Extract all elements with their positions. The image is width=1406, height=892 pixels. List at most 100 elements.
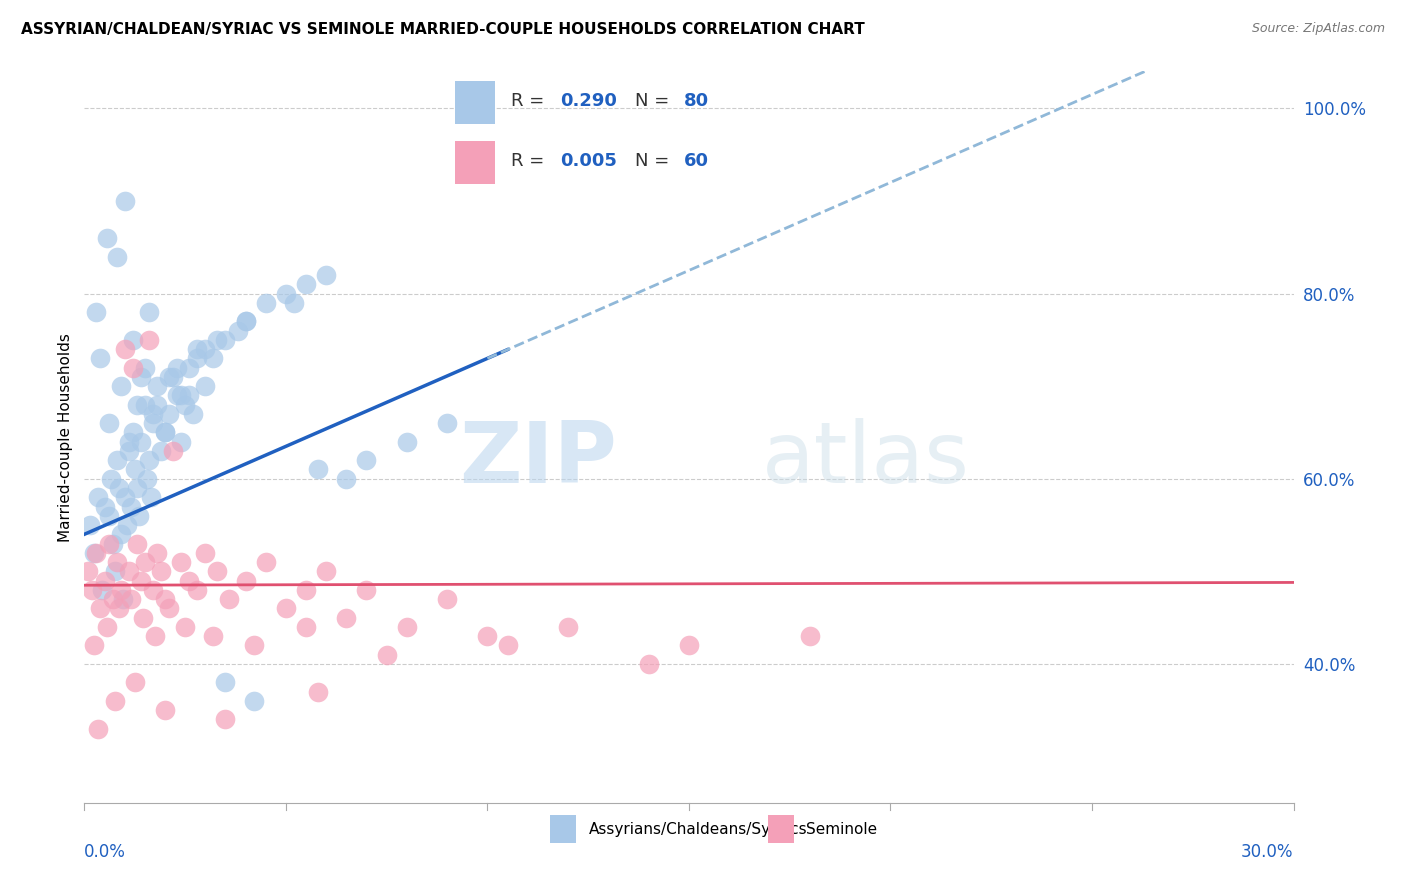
Point (214, 713, 236, 727)
Point (146, 546, 169, 560)
Point (114, 342, 136, 356)
Point (242, 694, 264, 708)
Point (93, 500, 115, 514)
Point (678, 639, 700, 653)
Point (135, 472, 157, 486)
Point (295, 277, 318, 292)
Point (202, 629, 225, 643)
Point (207, 565, 229, 579)
Point (274, 601, 297, 615)
Point (118, 434, 141, 449)
Point (174, 620, 197, 634)
Point (179, 360, 201, 375)
Text: 0.0%: 0.0% (84, 843, 127, 861)
Text: 0.005: 0.005 (561, 153, 617, 170)
Point (315, 565, 337, 579)
Point (162, 370, 184, 384)
Point (105, 250, 128, 264)
Point (799, 629, 821, 643)
Point (153, 425, 176, 440)
Point (91, 582, 114, 597)
Point (129, 434, 152, 449)
Point (207, 333, 229, 347)
Point (153, 425, 176, 440)
FancyBboxPatch shape (768, 815, 794, 843)
Point (121, 360, 143, 375)
Point (138, 453, 160, 467)
Point (86, 305, 108, 319)
Point (110, 379, 132, 393)
Point (124, 675, 146, 690)
Point (83, 546, 105, 560)
Point (111, 592, 134, 607)
Point (186, 582, 208, 597)
Point (157, 601, 180, 615)
Point (395, 620, 418, 634)
Point (194, 379, 217, 393)
Point (82, 582, 104, 597)
Point (356, 453, 378, 467)
Point (254, 555, 277, 569)
Point (149, 444, 172, 458)
Point (118, 565, 141, 579)
Point (87, 722, 110, 736)
Point (115, 518, 138, 533)
Text: N =: N = (634, 93, 675, 111)
Point (170, 388, 193, 402)
Point (186, 342, 208, 356)
Point (436, 416, 458, 430)
Point (162, 444, 184, 458)
Point (557, 620, 579, 634)
Point (124, 462, 146, 476)
Point (146, 398, 169, 412)
Point (143, 629, 166, 643)
Point (96, 620, 118, 634)
Point (125, 536, 148, 550)
Point (142, 582, 165, 597)
Point (142, 416, 165, 430)
Text: 0.290: 0.290 (561, 93, 617, 111)
Y-axis label: Married-couple Households: Married-couple Households (58, 333, 73, 541)
Point (97, 508, 120, 523)
Point (395, 434, 418, 449)
Text: Seminole: Seminole (806, 822, 877, 837)
Point (194, 342, 217, 356)
Text: atlas: atlas (762, 417, 970, 500)
Point (174, 398, 197, 412)
Point (100, 472, 122, 486)
Point (110, 527, 132, 541)
Point (181, 407, 204, 421)
Point (356, 582, 378, 597)
Text: R =: R = (510, 153, 550, 170)
Point (125, 481, 148, 495)
Point (79, 518, 101, 533)
Point (120, 500, 142, 514)
Text: Assyrians/Chaldeans/Syriacs: Assyrians/Chaldeans/Syriacs (589, 822, 807, 837)
Point (83, 639, 105, 653)
Point (186, 351, 208, 366)
Point (170, 434, 193, 449)
Text: 60: 60 (685, 153, 709, 170)
Point (105, 453, 128, 467)
Point (132, 610, 155, 624)
Point (335, 472, 357, 486)
Point (120, 592, 142, 607)
Point (105, 555, 128, 569)
Point (97, 416, 120, 430)
Point (114, 490, 136, 504)
Point (138, 333, 160, 347)
Point (637, 657, 659, 671)
Point (157, 407, 180, 421)
Point (226, 324, 249, 338)
Point (274, 286, 297, 301)
Point (114, 194, 136, 208)
Point (121, 333, 143, 347)
Point (129, 574, 152, 588)
Point (142, 407, 165, 421)
Point (335, 610, 357, 624)
Point (179, 388, 201, 402)
Point (202, 351, 225, 366)
Point (218, 592, 240, 607)
Point (307, 684, 329, 698)
Text: N =: N = (634, 153, 675, 170)
